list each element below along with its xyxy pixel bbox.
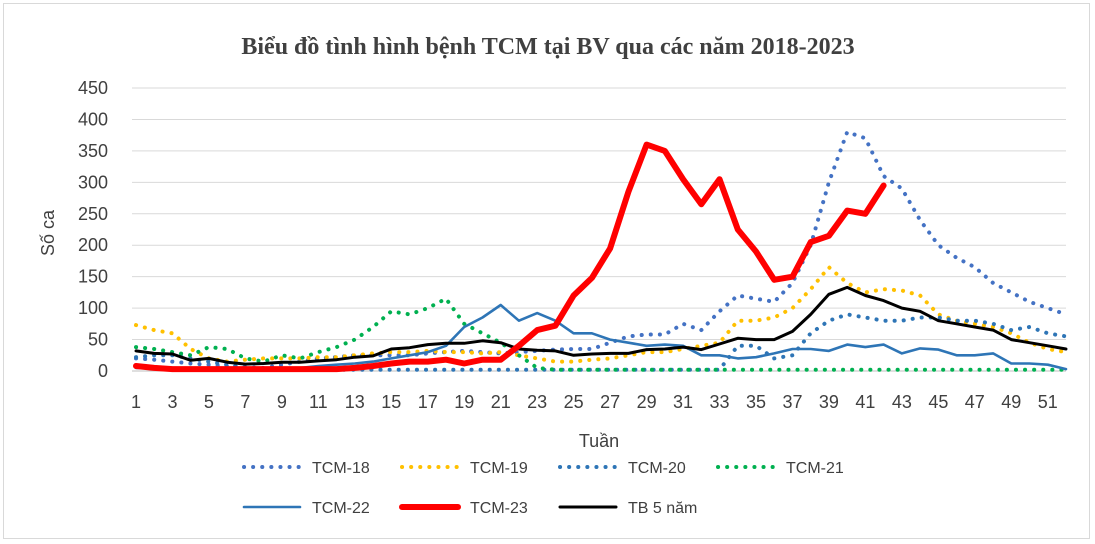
legend-label: TCM-21 [786, 460, 844, 477]
series-line-tb-5-n-m [134, 285, 1068, 366]
y-tick-label: 0 [98, 361, 108, 381]
y-tick-label: 100 [78, 298, 108, 318]
legend-label: TCM-20 [628, 460, 686, 477]
x-tick-label: 43 [892, 392, 912, 412]
x-tick-label: 37 [782, 392, 802, 412]
x-tick-label: 33 [710, 392, 730, 412]
x-tick-label: 31 [673, 392, 693, 412]
series-line-tcm-19 [134, 265, 1068, 364]
y-tick-label: 200 [78, 235, 108, 255]
legend-label: TB 5 năm [628, 500, 697, 517]
y-axis-label: Số ca [38, 209, 58, 256]
legend-label: TCM-19 [470, 460, 528, 477]
y-axis-ticks: 0 50 100 150 200 250 300 350 400 450 [78, 78, 108, 381]
y-tick-label: 350 [78, 141, 108, 161]
chart-title: Biểu đồ tình hình bệnh TCM tại BV qua cá… [241, 34, 854, 60]
x-tick-label: 9 [277, 392, 287, 412]
x-tick-label: 23 [527, 392, 547, 412]
x-tick-label: 25 [564, 392, 584, 412]
legend: TCM-18 TCM-19 TCM-20 TCM-21 TCM-22 TCM-23 TB 5… [242, 460, 844, 517]
y-tick-label: 400 [78, 109, 108, 129]
legend-label: TCM-22 [312, 500, 370, 517]
x-tick-label: 27 [600, 392, 620, 412]
x-tick-label: 13 [345, 392, 365, 412]
x-tick-label: 47 [965, 392, 985, 412]
x-tick-label: 5 [204, 392, 214, 412]
x-tick-label: 7 [240, 392, 250, 412]
y-tick-label: 300 [78, 172, 108, 192]
x-tick-label: 39 [819, 392, 839, 412]
x-tick-label: 41 [855, 392, 875, 412]
x-tick-label: 17 [418, 392, 438, 412]
x-tick-label: 1 [131, 392, 141, 412]
x-tick-label: 15 [381, 392, 401, 412]
x-tick-label: 49 [1001, 392, 1021, 412]
series-line-tcm-21 [134, 296, 1068, 372]
chart: Biểu đồ tình hình bệnh TCM tại BV qua cá… [38, 34, 1068, 517]
y-tick-label: 250 [78, 204, 108, 224]
x-tick-label: 19 [454, 392, 474, 412]
y-tick-label: 50 [88, 330, 108, 350]
x-tick-label: 21 [491, 392, 511, 412]
x-tick-label: 3 [167, 392, 177, 412]
series-line-tcm-23 [133, 141, 887, 373]
x-tick-label: 51 [1038, 392, 1058, 412]
series-line-tcm-18 [134, 130, 1068, 370]
gridlines [132, 87, 1066, 372]
x-tick-label: 11 [309, 392, 328, 412]
x-tick-label: 45 [928, 392, 948, 412]
series-lines [133, 130, 1068, 373]
x-axis-label: Tuần [579, 431, 619, 451]
x-tick-label: 35 [746, 392, 766, 412]
x-axis-ticks: 1 3 5 7 9 11 13 15 17 19 21 23 25 27 29 31 33 35 37 39 41 43 4… [131, 392, 1058, 412]
x-tick-label: 29 [637, 392, 657, 412]
legend-label: TCM-18 [312, 460, 370, 477]
legend-label: TCM-23 [470, 500, 528, 517]
y-tick-label: 150 [78, 267, 108, 287]
chart-frame: Biểu đồ tình hình bệnh TCM tại BV qua cá… [3, 3, 1090, 539]
y-tick-label: 450 [78, 78, 108, 98]
